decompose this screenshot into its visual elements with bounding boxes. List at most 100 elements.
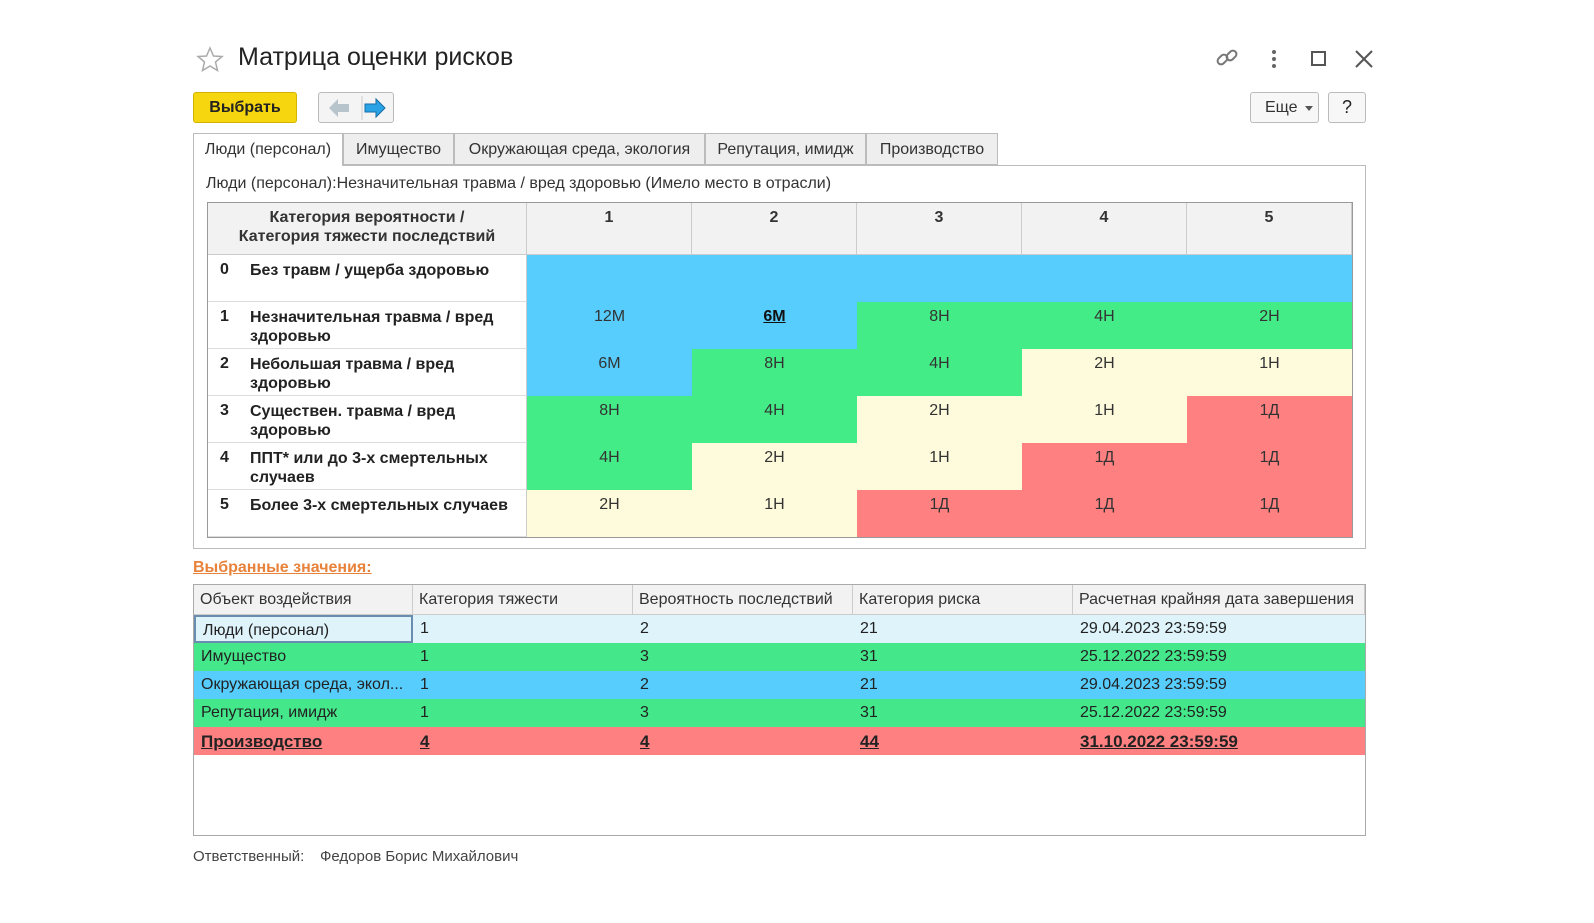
matrix-column-header: 4	[1022, 203, 1187, 255]
table-cell: 29.04.2023 23:59:59	[1080, 676, 1227, 693]
matrix-column-header: 1	[527, 203, 692, 255]
matrix-cell[interactable]: 1Н	[857, 443, 1022, 490]
matrix-cell[interactable]: 1Д	[1187, 396, 1352, 443]
matrix-cell[interactable]: 2Н	[1022, 349, 1187, 396]
table-row[interactable]	[194, 643, 1365, 671]
menu-icon[interactable]	[1266, 48, 1282, 70]
matrix-cell[interactable]: 2Н	[527, 490, 692, 537]
table-cell: 21	[860, 620, 878, 637]
table-cell: 2	[640, 620, 649, 637]
more-button[interactable]: Еще	[1250, 92, 1319, 123]
matrix-band[interactable]	[527, 255, 1352, 302]
matrix-column-header: 2	[692, 203, 857, 255]
matrix-column-header: 3	[857, 203, 1022, 255]
column-header: Объект воздействия	[194, 585, 413, 615]
row-label: Существен. травма / вред здоровью	[250, 403, 456, 439]
table-cell: 44	[860, 732, 879, 751]
table-cell: 3	[640, 648, 649, 665]
corner-line: Категория тяжести последствий	[238, 228, 496, 245]
matrix-cell[interactable]: 4Н	[857, 349, 1022, 396]
close-icon[interactable]	[1354, 49, 1374, 69]
matrix-cell[interactable]: 12М	[527, 302, 692, 349]
matrix-cell[interactable]: 6М	[692, 302, 857, 349]
matrix-cell[interactable]: 1Н	[1187, 349, 1352, 396]
row-number: 4	[220, 449, 229, 466]
row-number: 1	[220, 308, 229, 325]
table-cell: Репутация, имидж	[201, 704, 338, 721]
matrix-cell[interactable]: 4Н	[692, 396, 857, 443]
maximize-icon[interactable]	[1310, 50, 1328, 68]
table-row[interactable]	[194, 727, 1365, 755]
table-cell: 2	[640, 676, 649, 693]
matrix-cell[interactable]: 8Н	[692, 349, 857, 396]
column-header: Категория тяжести	[413, 585, 633, 615]
table-cell: 25.12.2022 23:59:59	[1080, 704, 1227, 721]
matrix-row-header	[208, 396, 527, 443]
table-cell: 31	[860, 648, 878, 665]
table-cell: 1	[420, 676, 429, 693]
matrix-row-header	[208, 255, 527, 302]
tab[interactable]: Репутация, имидж	[705, 133, 866, 165]
tab-panel	[193, 165, 1366, 549]
row-number: 5	[220, 496, 229, 513]
tab[interactable]: Люди (персонал)	[193, 133, 343, 166]
table-cell: 4	[420, 732, 430, 751]
matrix-cell[interactable]: 8Н	[527, 396, 692, 443]
favorite-star[interactable]	[196, 46, 224, 72]
table-cell: 31	[860, 704, 878, 721]
table-cell: Люди (персонал)	[194, 615, 413, 643]
table-cell: Производство	[201, 732, 323, 751]
matrix-row-header	[208, 490, 527, 537]
row-label: Без травм / ущерба здоровью	[250, 262, 490, 279]
matrix-cell[interactable]: 4Н	[1022, 302, 1187, 349]
row-label: Незначительная травма / вред здоровью	[250, 309, 494, 345]
matrix-cell[interactable]: 1Д	[1022, 443, 1187, 490]
matrix-caption: Люди (персонал):Незначительная травма / …	[206, 175, 832, 192]
matrix-column-header: 5	[1187, 203, 1352, 255]
tab[interactable]: Имущество	[343, 133, 454, 165]
matrix-cell[interactable]: 1Н	[1022, 396, 1187, 443]
tab[interactable]: Производство	[866, 133, 998, 165]
table-cell: 4	[640, 732, 650, 751]
matrix-cell[interactable]: 8Н	[857, 302, 1022, 349]
matrix-cell[interactable]: 6М	[527, 349, 692, 396]
table-cell: 21	[860, 676, 878, 693]
table-cell: 25.12.2022 23:59:59	[1080, 648, 1227, 665]
footer-label: Ответственный:	[193, 848, 305, 865]
table-cell: 3	[640, 704, 649, 721]
column-header: Вероятность последствий	[633, 585, 853, 615]
table-cell: 31.10.2022 23:59:59	[1080, 732, 1238, 751]
matrix-cell[interactable]: 2Н	[692, 443, 857, 490]
matrix-cell[interactable]: 1Д	[1187, 443, 1352, 490]
matrix-cell[interactable]: 1Д	[1187, 490, 1352, 537]
nav-arrows[interactable]	[325, 96, 389, 120]
matrix-cell[interactable]: 2Н	[857, 396, 1022, 443]
nav-group	[318, 92, 394, 123]
column-header: Категория риска	[853, 585, 1073, 615]
table-cell: 1	[420, 620, 429, 637]
matrix-cell[interactable]: 2Н	[1187, 302, 1352, 349]
selected-table-frame	[193, 584, 1366, 836]
matrix-cell[interactable]: 1Н	[692, 490, 857, 537]
matrix-cell[interactable]: 1Д	[1022, 490, 1187, 537]
table-cell: 29.04.2023 23:59:59	[1080, 620, 1227, 637]
tab[interactable]: Окружающая среда, экология	[454, 133, 705, 165]
matrix-row-header	[208, 349, 527, 396]
row-label: Небольшая травма / вред здоровью	[250, 356, 455, 392]
table-cell: Имущество	[201, 648, 287, 665]
footer-value: Федоров Борис Михайлович	[320, 848, 519, 865]
window-title: Матрица оценки рисков	[238, 43, 514, 71]
help-button[interactable]: ?	[1328, 92, 1366, 123]
table-row[interactable]	[194, 699, 1365, 727]
link-icon[interactable]	[1214, 45, 1240, 71]
table-row[interactable]	[194, 671, 1365, 699]
table-row[interactable]	[194, 615, 1365, 643]
dropdown-caret	[1304, 106, 1313, 111]
matrix-cell[interactable]: 4Н	[527, 443, 692, 490]
select-button[interactable]: Выбрать	[193, 92, 297, 123]
matrix-cell[interactable]: 1Д	[857, 490, 1022, 537]
selected-label: Выбранные значения:	[193, 559, 372, 576]
table-cell: 1	[420, 704, 429, 721]
matrix-row-header	[208, 302, 527, 349]
